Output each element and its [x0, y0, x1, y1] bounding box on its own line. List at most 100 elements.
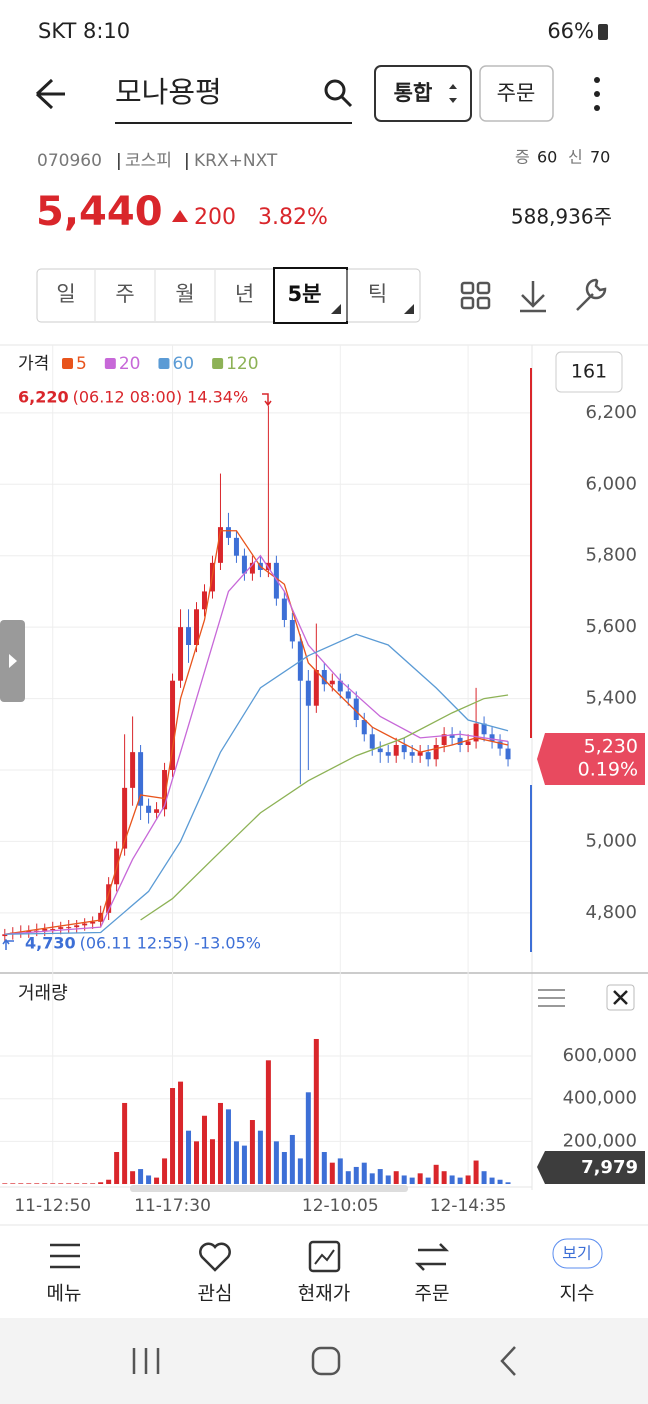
- candle-body: [170, 680, 176, 770]
- volume-bar: [377, 1169, 383, 1184]
- candle-body: [178, 627, 184, 681]
- legend-swatch: [62, 358, 73, 369]
- count-badge[interactable]: [555, 351, 623, 393]
- volume-bar: [393, 1171, 399, 1184]
- candle-body: [122, 787, 128, 849]
- y-tick-label: 5,600: [585, 616, 637, 637]
- legend-swatch: [212, 358, 224, 369]
- tab-label: 주: [115, 282, 134, 306]
- volume-bar: [170, 1088, 176, 1184]
- download-button[interactable]: [520, 281, 546, 313]
- home-button[interactable]: [311, 1346, 341, 1376]
- margin-value: 70: [590, 148, 610, 167]
- candle-body: [90, 921, 96, 924]
- margin-value: 60: [537, 148, 557, 167]
- combined-button[interactable]: [374, 65, 472, 122]
- low-detail: (06.11 12:55) -13.05%: [80, 934, 261, 953]
- volume-bar: [217, 1102, 223, 1184]
- volume-bar: [281, 1152, 287, 1184]
- candle-body: [497, 741, 503, 749]
- settings-button[interactable]: [576, 278, 607, 311]
- change: 200: [194, 205, 236, 230]
- candle-body: [313, 670, 319, 706]
- tab-label: 년: [235, 282, 254, 306]
- candle-body: [409, 752, 415, 756]
- nav-label[interactable]: 관심: [198, 1283, 233, 1305]
- low-arrow: [2, 938, 14, 950]
- exchange: KRX+NXT: [194, 151, 278, 171]
- high-detail: (06.12 08:00) 14.34%: [73, 388, 249, 407]
- volume-bar: [313, 1038, 319, 1184]
- layout-button[interactable]: [460, 281, 491, 310]
- current-volume: 7,979: [581, 1157, 638, 1178]
- system-nav: [0, 1318, 648, 1404]
- volume-bar: [297, 1158, 303, 1184]
- candle-body: [465, 741, 471, 745]
- volume-tick-label: 200,000: [563, 1130, 637, 1151]
- candle-body: [42, 928, 48, 931]
- moving-average: [4, 530, 509, 935]
- close-x: [613, 990, 628, 1005]
- volume-bar: [106, 1179, 112, 1184]
- sep: |: [184, 151, 190, 171]
- stock-name: 모나용평: [115, 75, 222, 109]
- scrollbar[interactable]: [130, 1185, 408, 1192]
- volume-bar: [417, 1173, 423, 1184]
- volume-bar: [401, 1175, 407, 1184]
- legend-swatch: [104, 358, 116, 369]
- candle-body: [329, 680, 335, 685]
- candle-body: [233, 537, 239, 556]
- nav-label[interactable]: 현재가: [298, 1283, 350, 1305]
- sep: |: [116, 151, 122, 171]
- volume-bar: [130, 1171, 136, 1184]
- candle-body: [337, 680, 343, 692]
- candle-body: [50, 928, 56, 930]
- volume-menu[interactable]: [538, 989, 565, 1007]
- volume-bar: [441, 1171, 447, 1184]
- candle-body: [146, 805, 152, 813]
- search-button[interactable]: [324, 79, 353, 108]
- volume-bar: [58, 1183, 64, 1184]
- y-tick-label: 4,800: [585, 902, 637, 923]
- order-button[interactable]: [479, 65, 554, 122]
- volume-bar: [361, 1162, 367, 1184]
- volume-tick-label: 600,000: [563, 1045, 637, 1066]
- volume-bar: [321, 1152, 327, 1184]
- volume-bar: [241, 1145, 247, 1184]
- market: 코스피: [125, 151, 172, 171]
- volume-bar: [305, 1092, 311, 1184]
- nav-label[interactable]: 주문: [415, 1283, 450, 1305]
- volume-bar: [369, 1173, 375, 1184]
- current-price: 5,230: [584, 736, 638, 758]
- volume-bar: [257, 1130, 263, 1184]
- low-price: 4,730: [25, 934, 76, 953]
- nav-label[interactable]: 메뉴: [47, 1283, 82, 1305]
- nav-label[interactable]: 지수: [560, 1283, 595, 1305]
- x-tick-label: 12-14:35: [430, 1196, 507, 1216]
- back-button[interactable]: [35, 78, 65, 110]
- up-triangle: [172, 210, 188, 222]
- order-label: 주문: [497, 81, 536, 105]
- volume-bar: [265, 1060, 271, 1184]
- candle-body: [433, 745, 439, 760]
- menu-icon: [50, 1243, 80, 1269]
- volume-bar: [18, 1183, 24, 1184]
- volume-bar: [10, 1183, 16, 1184]
- candle-body: [441, 734, 447, 745]
- moving-average: [4, 554, 509, 935]
- volume-bar: [329, 1162, 335, 1184]
- candle-body: [417, 752, 423, 756]
- more-button[interactable]: [594, 77, 600, 111]
- chart-icon-line: [314, 1249, 335, 1265]
- view-badge[interactable]: [552, 1238, 603, 1269]
- legend-label: 60: [172, 354, 194, 374]
- candle-body: [201, 591, 207, 610]
- recent-apps[interactable]: [132, 1348, 160, 1374]
- volume-bar: [186, 1130, 192, 1184]
- view-badge-text: 보기: [562, 1244, 591, 1263]
- combined-label: 통합: [394, 81, 433, 105]
- candle-body: [154, 809, 160, 813]
- system-back[interactable]: [500, 1346, 516, 1376]
- volume-bar: [505, 1182, 511, 1184]
